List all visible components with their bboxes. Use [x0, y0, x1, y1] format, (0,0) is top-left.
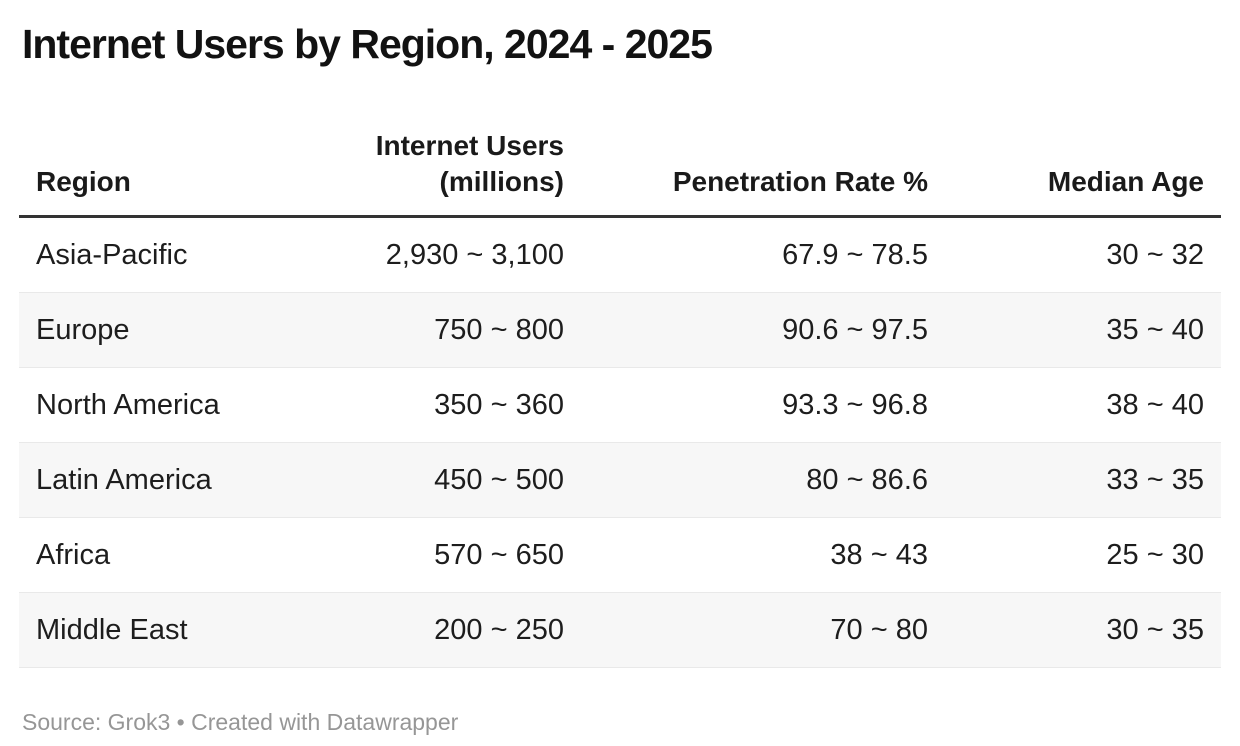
cell-internet-users: 200 ~ 250 — [319, 592, 581, 668]
table-row: Africa 570 ~ 650 38 ~ 43 25 ~ 30 — [19, 517, 1221, 593]
cell-region: Asia-Pacific — [19, 216, 319, 293]
table-header: Region Internet Users (millions) Penetra… — [19, 68, 1221, 218]
cell-internet-users: 570 ~ 650 — [319, 517, 581, 593]
cell-penetration: 90.6 ~ 97.5 — [581, 292, 945, 368]
cell-internet-users: 750 ~ 800 — [319, 292, 581, 368]
cell-penetration: 67.9 ~ 78.5 — [581, 216, 945, 293]
cell-median-age: 35 ~ 40 — [945, 292, 1221, 368]
cell-internet-users: 350 ~ 360 — [319, 367, 581, 443]
cell-median-age: 30 ~ 35 — [945, 592, 1221, 668]
chart-title: Internet Users by Region, 2024 - 2025 — [22, 21, 713, 67]
cell-penetration: 80 ~ 86.6 — [581, 442, 945, 518]
cell-internet-users: 450 ~ 500 — [319, 442, 581, 518]
column-header-region: Region — [19, 68, 319, 218]
table-body: Asia-Pacific 2,930 ~ 3,100 67.9 ~ 78.5 3… — [19, 216, 1221, 668]
cell-penetration: 93.3 ~ 96.8 — [581, 367, 945, 443]
table-row: Latin America 450 ~ 500 80 ~ 86.6 33 ~ 3… — [19, 442, 1221, 518]
cell-region: Middle East — [19, 592, 319, 668]
cell-median-age: 25 ~ 30 — [945, 517, 1221, 593]
cell-region: Africa — [19, 517, 319, 593]
cell-median-age: 33 ~ 35 — [945, 442, 1221, 518]
data-table: Region Internet Users (millions) Penetra… — [19, 68, 1221, 668]
cell-region: Latin America — [19, 442, 319, 518]
table-row: Asia-Pacific 2,930 ~ 3,100 67.9 ~ 78.5 3… — [19, 216, 1221, 293]
cell-internet-users: 2,930 ~ 3,100 — [319, 216, 581, 293]
table-row: Europe 750 ~ 800 90.6 ~ 97.5 35 ~ 40 — [19, 292, 1221, 368]
table-row: North America 350 ~ 360 93.3 ~ 96.8 38 ~… — [19, 367, 1221, 443]
cell-penetration: 70 ~ 80 — [581, 592, 945, 668]
column-header-internet-users: Internet Users (millions) — [319, 68, 581, 218]
cell-median-age: 38 ~ 40 — [945, 367, 1221, 443]
column-header-median-age: Median Age — [945, 68, 1221, 218]
cell-median-age: 30 ~ 32 — [945, 216, 1221, 293]
cell-region: North America — [19, 367, 319, 443]
column-header-penetration-rate: Penetration Rate % — [581, 68, 945, 218]
source-note: Source: Grok3 • Created with Datawrapper — [22, 709, 459, 735]
header-row: Region Internet Users (millions) Penetra… — [19, 68, 1221, 218]
cell-penetration: 38 ~ 43 — [581, 517, 945, 593]
cell-region: Europe — [19, 292, 319, 368]
table-row: Middle East 200 ~ 250 70 ~ 80 30 ~ 35 — [19, 592, 1221, 668]
